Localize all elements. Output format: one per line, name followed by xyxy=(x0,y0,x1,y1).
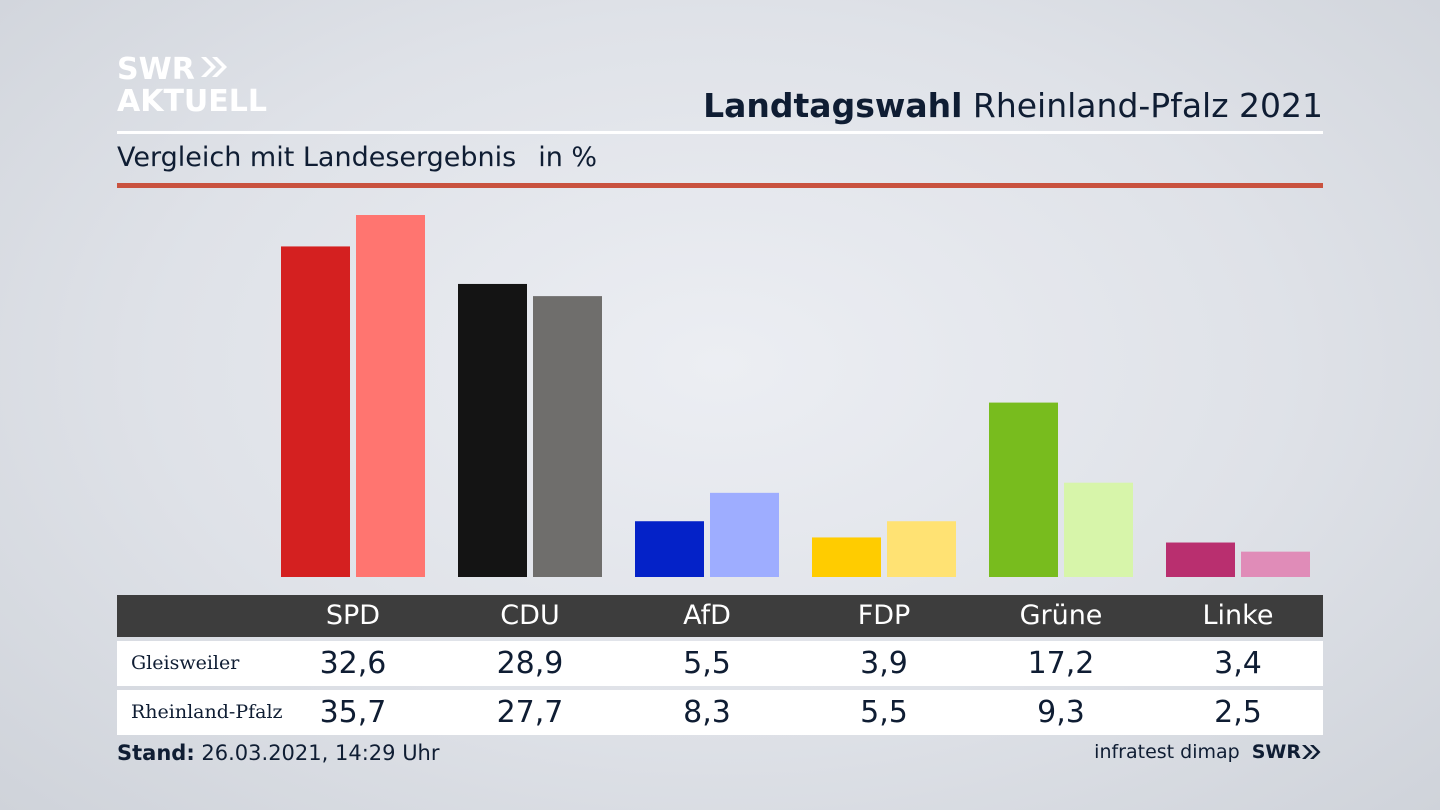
bar-afd-series-1 xyxy=(710,492,779,577)
value-cell: 5,5 xyxy=(860,695,908,730)
category-label: CDU xyxy=(500,600,560,631)
logo-swr-text: SWR xyxy=(117,52,195,87)
timestamp: Stand: 26.03.2021, 14:29 Uhr xyxy=(117,741,440,765)
bar-grne-series-0 xyxy=(989,402,1058,577)
value-cell: 27,7 xyxy=(496,695,564,730)
chart-subtitle: Vergleich mit Landesergebnis in % xyxy=(117,142,597,173)
category-label: Grüne xyxy=(1019,600,1103,631)
category-label: SPD xyxy=(325,600,381,631)
bar-linke-series-1 xyxy=(1241,551,1310,577)
logo-aktuell-text: AKTUELL xyxy=(117,84,268,119)
source-text: infratest dimap xyxy=(1094,741,1240,763)
double-chevron-icon xyxy=(1302,745,1321,759)
value-cell: 28,9 xyxy=(496,646,564,681)
bar-cdu-series-0 xyxy=(458,283,527,577)
bar-chart xyxy=(281,215,1310,577)
value-cell: 32,6 xyxy=(319,646,387,681)
bar-fdp-series-0 xyxy=(812,537,881,577)
value-cell: 17,2 xyxy=(1027,646,1095,681)
footer-swr-text: SWR xyxy=(1251,741,1301,763)
row-label: Rheinland-Pfalz xyxy=(131,701,283,723)
stand-value: 26.03.2021, 14:29 Uhr xyxy=(201,741,440,765)
bar-linke-series-0 xyxy=(1166,542,1235,577)
double-chevron-icon xyxy=(199,54,229,86)
source-credit: infratest dimap SWR xyxy=(1094,741,1323,763)
subtitle-text: Vergleich mit Landesergebnis xyxy=(117,142,517,173)
bar-grne-series-1 xyxy=(1064,482,1133,577)
bar-spd-series-0 xyxy=(281,246,350,577)
value-cell: 3,9 xyxy=(860,646,908,681)
value-cell: 5,5 xyxy=(683,646,731,681)
table-row-gleisweiler: Gleisweiler 32,6 28,9 5,5 3,9 17,2 3,4 xyxy=(117,641,1323,686)
stand-label: Stand: xyxy=(117,741,195,765)
bar-cdu-series-1 xyxy=(533,296,602,577)
category-label: AfD xyxy=(683,600,731,631)
category-label: FDP xyxy=(857,600,911,631)
value-cell: 3,4 xyxy=(1214,646,1262,681)
bar-spd-series-1 xyxy=(356,215,425,577)
footer-swr-logo: SWR xyxy=(1252,741,1323,763)
subtitle-unit: in % xyxy=(538,142,598,173)
value-cell: 2,5 xyxy=(1214,695,1262,730)
page-title: Landtagswahl Rheinland-Pfalz 2021 xyxy=(703,86,1323,125)
bar-afd-series-0 xyxy=(635,521,704,577)
results-table: SPD CDU AfD FDP Grüne Linke Gleisweiler 32,6 2… xyxy=(117,595,1323,735)
category-label: Linke xyxy=(1202,600,1274,631)
value-cell: 9,3 xyxy=(1037,695,1085,730)
header-divider xyxy=(117,131,1323,134)
table-header: SPD CDU AfD FDP Grüne Linke xyxy=(117,595,1323,637)
value-cell: 8,3 xyxy=(683,695,731,730)
title-bold: Landtagswahl xyxy=(703,86,963,125)
table-row-rheinland-pfalz: Rheinland-Pfalz 35,7 27,7 8,3 5,5 9,3 2,5 xyxy=(117,690,1323,735)
row-label: Gleisweiler xyxy=(131,652,240,674)
value-cell: 35,7 xyxy=(319,695,387,730)
accent-divider xyxy=(117,183,1323,188)
swr-aktuell-logo: SWR AKTUELL xyxy=(117,54,267,118)
bar-fdp-series-1 xyxy=(887,521,956,577)
title-rest: Rheinland-Pfalz 2021 xyxy=(972,86,1323,125)
